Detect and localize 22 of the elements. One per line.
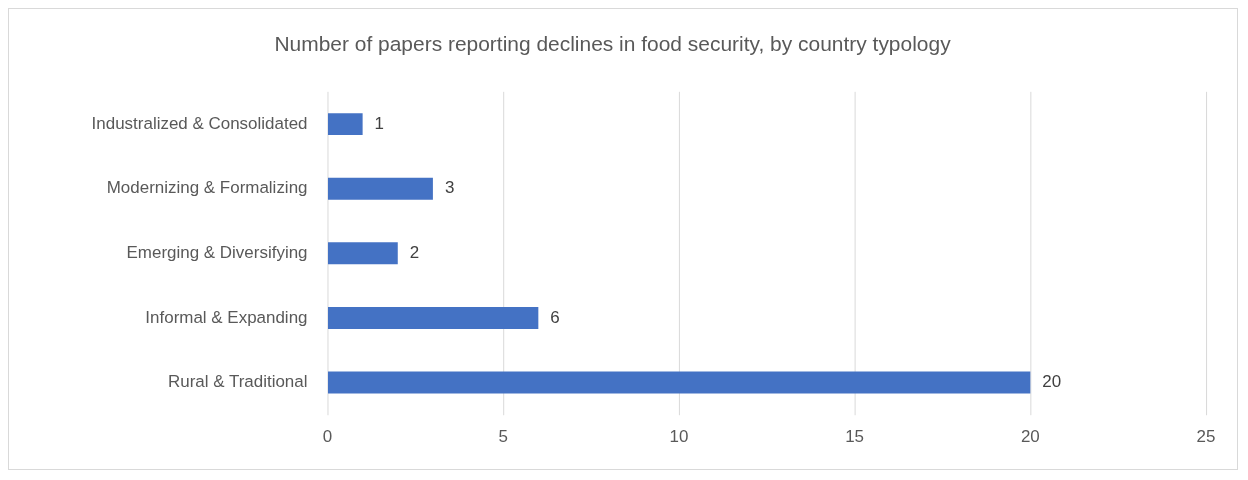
x-tick-label: 5 xyxy=(498,426,508,446)
x-tick-label: 0 xyxy=(322,426,333,446)
y-tick-label: Rural & Traditional xyxy=(167,372,308,392)
data-label: 20 xyxy=(1042,372,1062,392)
y-tick-label: Emerging & Diversifying xyxy=(126,243,308,262)
data-label: 2 xyxy=(409,243,420,262)
bar xyxy=(327,371,1031,394)
x-tick-label: 10 xyxy=(669,426,689,446)
data-label: 3 xyxy=(444,178,455,198)
y-tick-label: Modernizing & Formalizing xyxy=(106,178,308,198)
x-tick-label: 15 xyxy=(845,426,865,446)
data-label: 1 xyxy=(374,113,385,133)
y-tick-label: Informal & Expanding xyxy=(145,307,308,327)
bar xyxy=(327,113,363,136)
chart-title: Number of papers reporting declines in food security, by country typology xyxy=(274,32,952,56)
bar xyxy=(327,306,539,329)
y-tick-label: Industralized & Consolidated xyxy=(91,113,308,133)
x-tick-label: 20 xyxy=(1020,426,1040,446)
bar xyxy=(327,242,398,265)
data-label: 6 xyxy=(550,307,560,327)
bar xyxy=(327,177,433,200)
x-tick-label: 25 xyxy=(1196,426,1216,446)
